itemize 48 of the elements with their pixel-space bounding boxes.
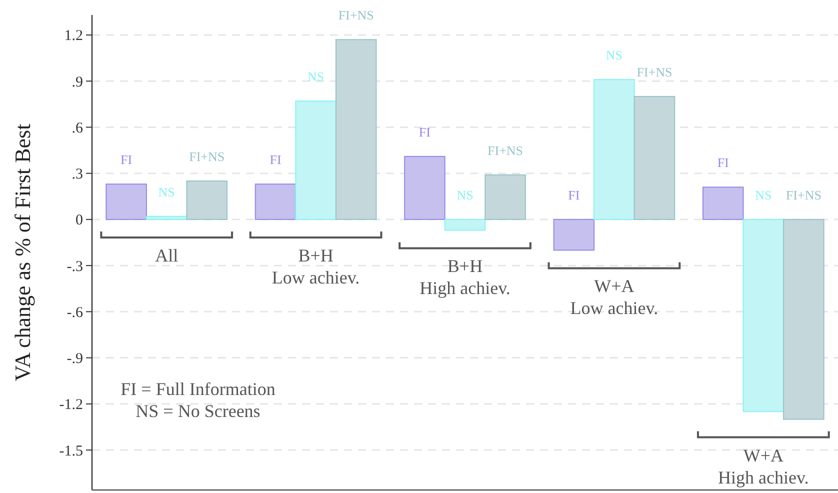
x-tick-label: W+A Low achiev. <box>570 276 658 318</box>
text: FI <box>418 124 430 140</box>
bar <box>295 100 336 220</box>
x-tick-label: B+H Low achiev. <box>272 245 360 288</box>
text: FI+NS <box>636 64 672 80</box>
text: FI <box>270 152 282 168</box>
bar <box>404 156 446 220</box>
x-tick-label: All <box>155 245 178 266</box>
bar <box>634 96 676 220</box>
text: FI+NS <box>488 142 524 158</box>
x-tick-label: B+H High achiev. <box>420 256 510 298</box>
y-tick-label: .3 <box>72 166 83 183</box>
series-label: FI+NS <box>189 149 225 164</box>
y-tick-label: -.6 <box>66 304 84 321</box>
y-tick-label: -.9 <box>66 351 83 368</box>
bar <box>594 79 635 220</box>
y-tick-label: 0 <box>76 212 83 229</box>
text: FI+NS <box>786 187 822 202</box>
text: NS <box>606 48 623 63</box>
annotation: FI = Full Information <box>120 379 276 399</box>
y-tick-label: -1.5 <box>59 443 83 460</box>
annotation: NS = No Screens <box>136 401 260 421</box>
bar <box>106 184 147 220</box>
bar <box>254 184 296 220</box>
y-axis-title: VA change as % of First Best <box>10 124 35 382</box>
bar <box>186 180 228 220</box>
series-label: NS <box>158 184 175 200</box>
bar <box>484 174 526 220</box>
text: NS <box>307 69 324 84</box>
text: NS <box>456 187 474 202</box>
text: NS <box>755 187 772 202</box>
y-tick-label: .9 <box>72 74 83 90</box>
bar <box>742 218 784 412</box>
bar <box>553 218 595 251</box>
bar <box>146 216 188 220</box>
text: FI <box>717 155 729 170</box>
y-tick-label: .6 <box>72 120 84 136</box>
series-label: FI <box>120 152 132 168</box>
x-tick-label: W+A High achiev. <box>718 445 809 488</box>
bar <box>444 218 486 231</box>
y-tick-label: -.3 <box>66 258 83 275</box>
y-tick-label: -1.2 <box>59 397 83 414</box>
bar <box>783 218 824 420</box>
bar <box>702 186 744 220</box>
y-tick-label: 1.2 <box>64 28 83 44</box>
text: FI+NS <box>338 8 374 23</box>
bar <box>335 39 377 220</box>
text: FI <box>568 187 580 202</box>
